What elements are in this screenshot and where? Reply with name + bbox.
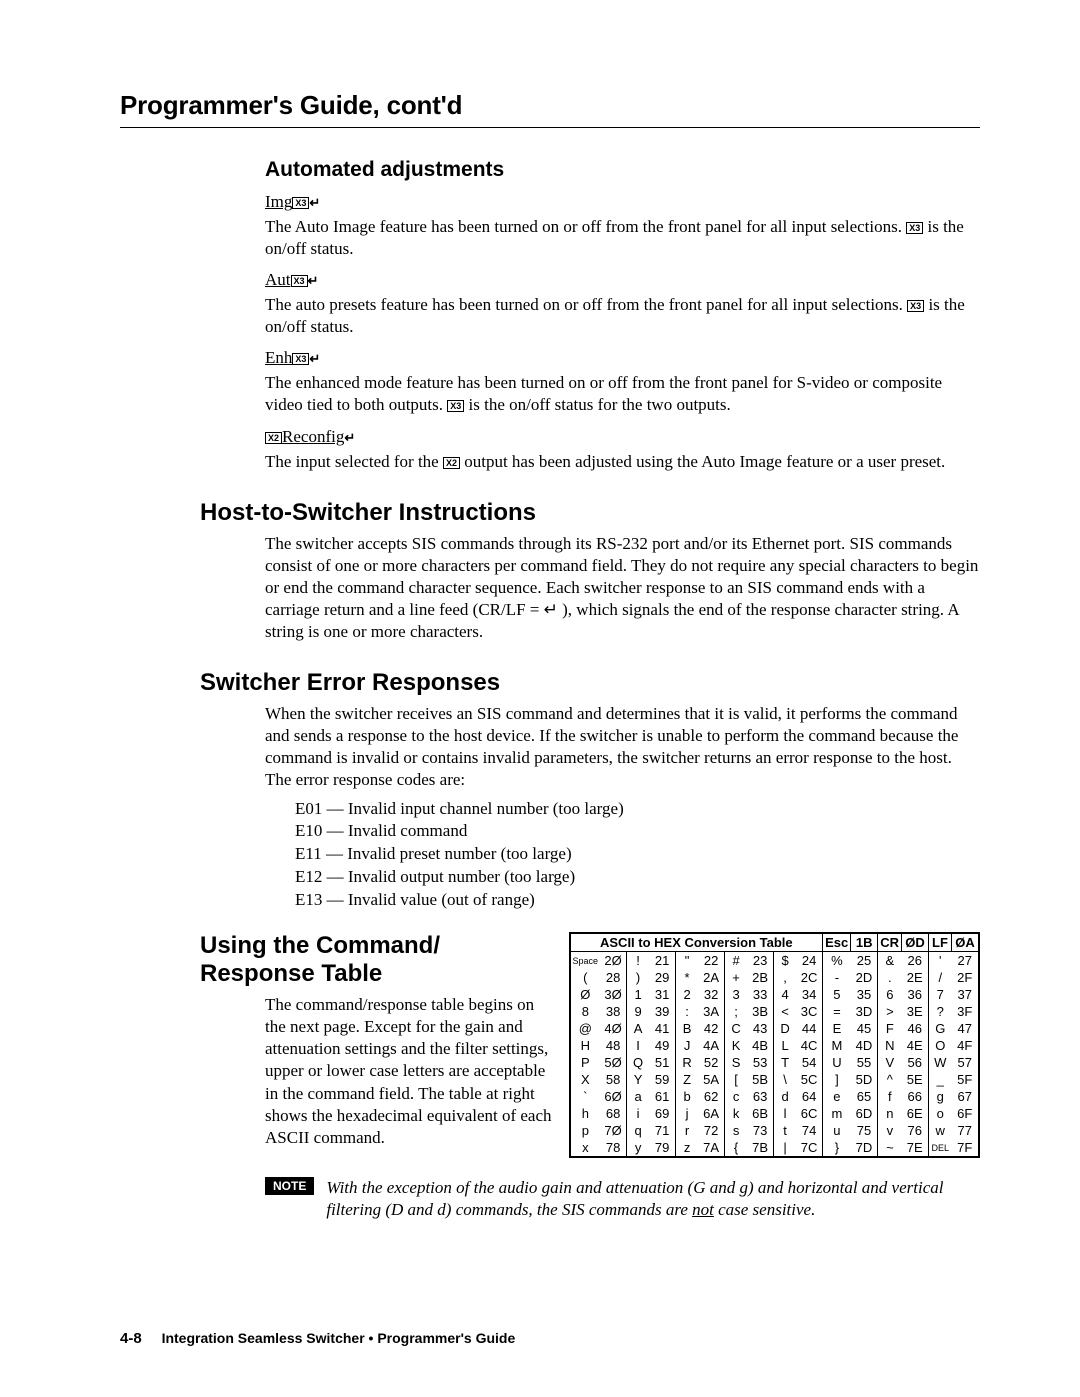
section-heading-h2s: Host-to-Switcher Instructions: [200, 499, 980, 527]
command-description: The input selected for the X2 output has…: [265, 451, 980, 473]
error-item: E11 — Invalid preset number (too large): [295, 843, 980, 866]
error-item: E10 — Invalid command: [295, 820, 980, 843]
section-heading-cmdresp: Using the Command/ Response Table: [200, 932, 559, 988]
error-list: E01 — Invalid input channel number (too …: [295, 798, 980, 913]
command-label: X2Reconfig ↵: [265, 427, 980, 447]
ascii-hex-table-wrapper: ASCII to HEX Conversion TableEsc1BCRØDLF…: [569, 932, 980, 1163]
page-number: 4-8: [120, 1330, 142, 1347]
note-badge: NOTE: [265, 1177, 314, 1195]
section-heading-err: Switcher Error Responses: [200, 669, 980, 697]
section-command-response: Using the Command/ Response Table The co…: [120, 932, 980, 1163]
note: NOTE With the exception of the audio gai…: [265, 1177, 980, 1221]
error-item: E01 — Invalid input channel number (too …: [295, 798, 980, 821]
note-text: With the exception of the audio gain and…: [326, 1177, 980, 1221]
error-item: E13 — Invalid value (out of range): [295, 889, 980, 912]
error-item: E12 — Invalid output number (too large): [295, 866, 980, 889]
command-description: The auto presets feature has been turned…: [265, 294, 980, 338]
command-label: EnhX3 ↵: [265, 348, 980, 368]
command-label: ImgX3 ↵: [265, 192, 980, 212]
page-footer: 4-8 Integration Seamless Switcher • Prog…: [120, 1330, 515, 1347]
section-heading-automated: Automated adjustments: [265, 158, 980, 182]
command-description: The enhanced mode feature has been turne…: [265, 372, 980, 416]
section-body-cmdresp: The command/response table begins on the…: [265, 994, 559, 1149]
footer-text: Integration Seamless Switcher • Programm…: [162, 1330, 516, 1346]
ascii-hex-table: ASCII to HEX Conversion TableEsc1BCRØDLF…: [570, 933, 979, 1157]
chapter-title: Programmer's Guide, cont'd: [120, 90, 980, 128]
page: Programmer's Guide, cont'd Automated adj…: [0, 0, 1080, 1397]
section-body-err: When the switcher receives an SIS comman…: [265, 703, 980, 791]
command-description: The Auto Image feature has been turned o…: [265, 216, 980, 260]
section-body-h2s: The switcher accepts SIS commands throug…: [265, 533, 980, 643]
command-label: AutX3 ↵: [265, 270, 980, 290]
